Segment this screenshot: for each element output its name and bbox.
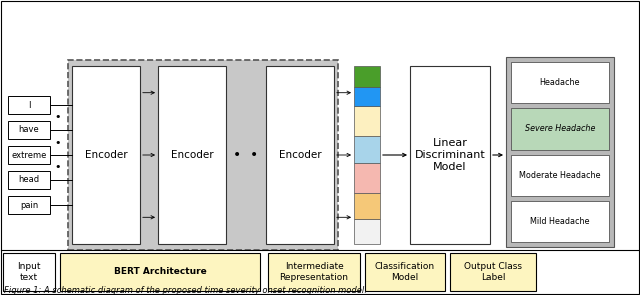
Bar — [8, 196, 50, 214]
Bar — [72, 66, 140, 244]
Bar — [3, 253, 55, 291]
Bar — [60, 253, 260, 291]
Text: extreme: extreme — [12, 150, 47, 160]
Bar — [8, 146, 50, 164]
Bar — [450, 253, 536, 291]
Text: have: have — [19, 125, 40, 135]
Bar — [354, 106, 380, 136]
Bar — [511, 108, 609, 150]
Text: •  •: • • — [234, 148, 259, 162]
Text: BERT Architecture: BERT Architecture — [114, 268, 206, 276]
Bar — [410, 66, 490, 244]
Text: I: I — [28, 101, 30, 109]
Bar — [506, 57, 614, 247]
Text: Encoder: Encoder — [84, 150, 127, 160]
Bar — [354, 163, 380, 193]
Bar — [365, 253, 445, 291]
Bar — [354, 87, 380, 106]
Text: Headache: Headache — [540, 78, 580, 87]
Bar — [511, 62, 609, 103]
Text: Moderate Headache: Moderate Headache — [519, 171, 601, 180]
Text: Encoder: Encoder — [171, 150, 213, 160]
Bar — [354, 136, 380, 163]
Bar — [511, 201, 609, 242]
Text: head: head — [19, 176, 40, 184]
Text: Output Class
Label: Output Class Label — [464, 262, 522, 282]
Bar — [511, 155, 609, 196]
Text: Figure 1: A schematic diagram of the proposed time severity onset recognition mo: Figure 1: A schematic diagram of the pro… — [4, 286, 367, 295]
Bar — [354, 219, 380, 244]
Text: Linear
Discriminant
Model: Linear Discriminant Model — [415, 138, 485, 172]
Bar — [8, 96, 50, 114]
Bar — [8, 171, 50, 189]
Bar — [354, 193, 380, 219]
Text: Classification
Model: Classification Model — [375, 262, 435, 282]
Bar — [266, 66, 334, 244]
Text: •: • — [55, 112, 61, 122]
Bar — [158, 66, 226, 244]
Text: Encoder: Encoder — [278, 150, 321, 160]
Text: Severe Headache: Severe Headache — [525, 124, 595, 133]
Bar — [68, 60, 338, 250]
Bar — [268, 253, 360, 291]
Bar — [8, 121, 50, 139]
Text: Mild Headache: Mild Headache — [531, 217, 589, 226]
Bar — [354, 66, 380, 87]
Text: •: • — [55, 137, 61, 148]
Text: •: • — [55, 163, 61, 173]
Text: Intermediate
Representation: Intermediate Representation — [280, 262, 349, 282]
Text: Input
text: Input text — [17, 262, 41, 282]
Text: pain: pain — [20, 201, 38, 209]
